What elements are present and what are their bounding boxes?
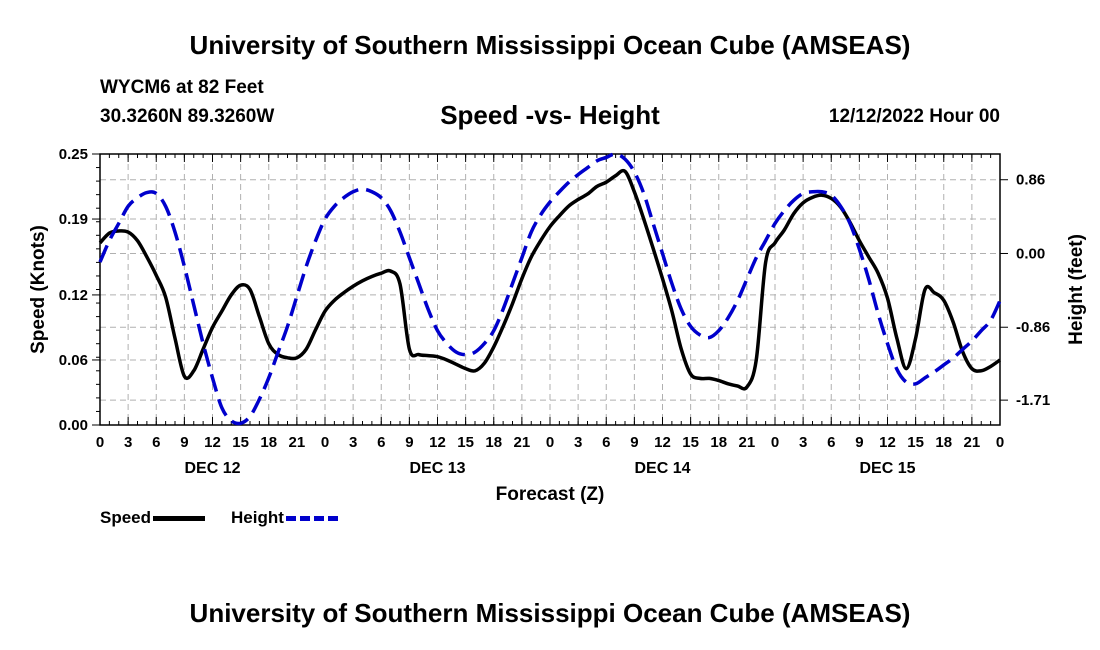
- x-tick-label: 9: [630, 434, 638, 451]
- x-tick-label: 15: [682, 434, 699, 451]
- x-tick-label: 15: [232, 434, 249, 451]
- x-tick-label: 9: [855, 434, 863, 451]
- x-tick-label: 18: [260, 434, 277, 451]
- day-label: DEC 15: [859, 460, 915, 477]
- page-title: University of Southern Mississippi Ocean…: [189, 30, 911, 60]
- x-tick-label: 21: [964, 434, 981, 451]
- x-tick-label: 12: [429, 434, 446, 451]
- coordinates-label: 30.3260N 89.3260W: [100, 106, 275, 127]
- x-tick-label: 18: [485, 434, 502, 451]
- x-tick-label: 3: [799, 434, 807, 451]
- day-label: DEC 13: [409, 460, 465, 477]
- x-tick-label: 3: [124, 434, 132, 451]
- y-right-tick-label: -0.86: [1016, 319, 1050, 336]
- day-label: DEC 12: [184, 460, 240, 477]
- x-tick-label: 15: [457, 434, 474, 451]
- y-right-tick-label: -1.71: [1016, 392, 1050, 409]
- x-tick-label: 12: [204, 434, 221, 451]
- x-tick-label: 6: [602, 434, 610, 451]
- station-label: WYCM6 at 82 Feet: [100, 77, 264, 98]
- x-tick-label: 6: [377, 434, 385, 451]
- legend-speed-swatch: [153, 515, 206, 521]
- x-tick-label: 12: [879, 434, 896, 451]
- legend-height-label: Height: [231, 508, 284, 527]
- x-tick-label: 12: [654, 434, 671, 451]
- x-tick-label: 0: [321, 434, 329, 451]
- x-tick-label: 9: [405, 434, 413, 451]
- x-tick-label: 21: [514, 434, 531, 451]
- legend-height-swatch: [285, 515, 338, 521]
- chart-subtitle: Speed -vs- Height: [440, 100, 660, 130]
- y-right-tick-label: 0.00: [1016, 245, 1045, 262]
- footer-title: University of Southern Mississippi Ocean…: [189, 598, 911, 628]
- x-tick-label: 21: [289, 434, 306, 451]
- y-left-tick-label: 0.19: [59, 211, 88, 228]
- legend-speed-label: Speed: [100, 508, 152, 527]
- plot-frame: [99, 153, 1001, 426]
- y-left-tick-label: 0.06: [59, 352, 88, 369]
- legend-height: Height: [231, 508, 338, 528]
- y-left-tick-label: 0.25: [59, 146, 88, 163]
- y-left-tick-label: 0.12: [59, 287, 88, 304]
- x-tick-label: 0: [96, 434, 104, 451]
- x-tick-label: 0: [996, 434, 1004, 451]
- forecast-datetime: 12/12/2022 Hour 00: [828, 106, 1000, 127]
- x-tick-label: 3: [349, 434, 357, 451]
- y-right-axis-title: Height (feet): [1066, 234, 1087, 345]
- y-left-tick-label: 0.00: [59, 417, 88, 434]
- x-tick-label: 9: [180, 434, 188, 451]
- x-tick-label: 3: [574, 434, 582, 451]
- y-left-axis-title: Speed (Knots): [28, 225, 49, 354]
- series-line-height: [98, 152, 1002, 426]
- x-tick-label: 18: [935, 434, 952, 451]
- y-right-tick-label: 0.86: [1016, 172, 1045, 189]
- legend-speed: Speed: [100, 508, 206, 528]
- x-tick-label: 6: [152, 434, 160, 451]
- x-axis-title: Forecast (Z): [496, 484, 605, 505]
- x-tick-label: 0: [771, 434, 779, 451]
- x-tick-label: 18: [710, 434, 727, 451]
- x-tick-label: 21: [739, 434, 756, 451]
- day-label: DEC 14: [634, 460, 690, 477]
- x-tick-label: 0: [546, 434, 554, 451]
- x-tick-label: 15: [907, 434, 924, 451]
- x-tick-label: 6: [827, 434, 835, 451]
